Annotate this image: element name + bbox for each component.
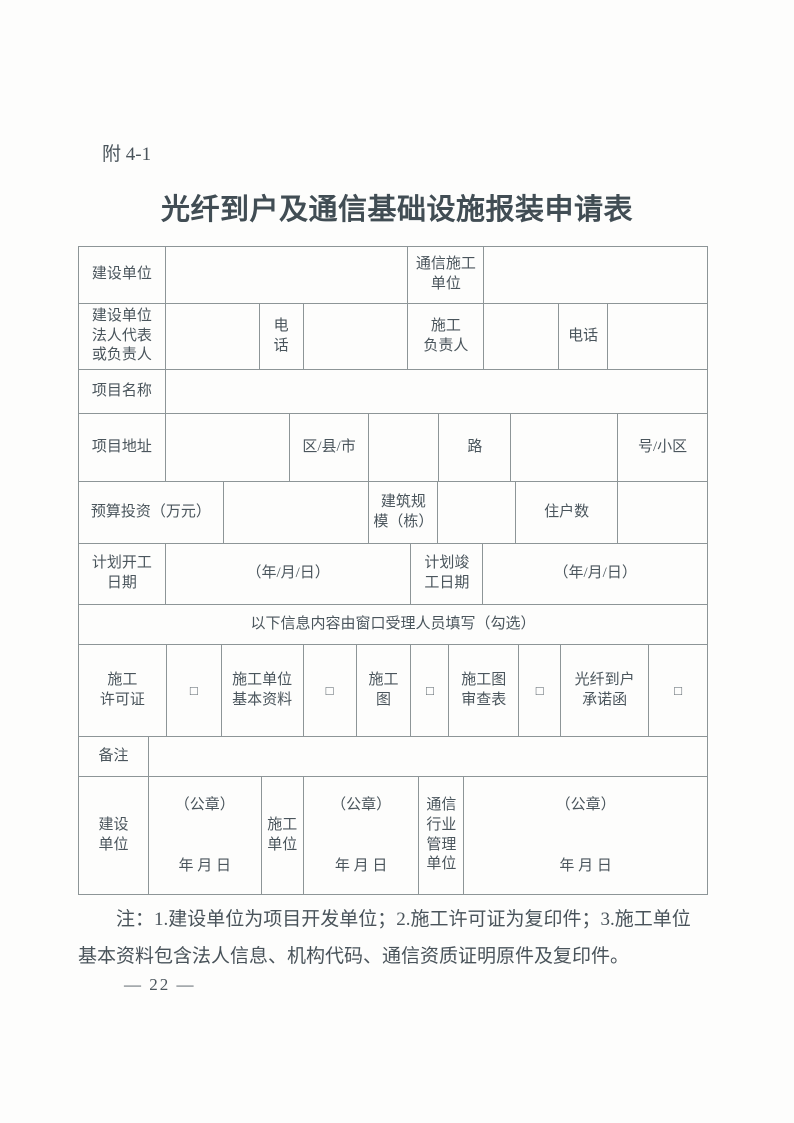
- blank-address-2: [368, 414, 438, 481]
- label-drawing-review-form: 施工图 审查表: [448, 645, 518, 736]
- seal-placeholder: （公章）: [555, 797, 616, 813]
- label-constructor-unit: 施工 单位: [260, 777, 303, 894]
- label-comm-admin-unit: 通信 行业 管理 单位: [418, 777, 463, 894]
- blank-budget: [222, 482, 369, 543]
- checkbox-ftth-commitment: □: [648, 645, 707, 736]
- label-estate: 号/小区: [617, 414, 707, 481]
- table-row-units: 建设单位 通信施工 单位: [79, 247, 707, 303]
- label-construction-drawing: 施工 图: [355, 645, 411, 736]
- label-building-scale: 建筑规 模（栋）: [368, 482, 437, 543]
- blank-phone-manager: [607, 304, 707, 369]
- label-project-address: 项目地址: [91, 438, 152, 455]
- label-road: 路: [438, 414, 510, 481]
- application-form-table: 建设单位 通信施工 单位 建设单位 法人代表 或负责人 电 话 施工 负责人 电…: [78, 246, 708, 895]
- label-construction-unit: 建设单位: [91, 266, 152, 283]
- table-row-budget: 预算投资（万元） 建筑规 模（栋） 住户数: [79, 481, 707, 543]
- blank-households: [617, 482, 707, 543]
- table-row-project-name: 项目名称: [79, 369, 707, 413]
- label-budget: 预算投资（万元）: [90, 503, 211, 520]
- start-date-format: （年/月/日）: [164, 544, 411, 604]
- attachment-label: 附 4-1: [102, 144, 152, 165]
- label-project-name: 项目名称: [91, 382, 152, 399]
- label-district: 区/县/市: [288, 414, 369, 481]
- label-unit-basic-info: 施工单位 基本资料: [220, 645, 303, 736]
- completion-date-format: （年/月/日）: [482, 544, 707, 604]
- date-line: 年 月 日: [178, 858, 232, 875]
- blank-legal-rep: [164, 304, 259, 369]
- date-line: 年 月 日: [334, 858, 388, 875]
- label-phone-builder: 电 话: [258, 304, 303, 369]
- blank-remarks: [147, 737, 707, 776]
- table-row-checklist: 施工 许可证 □ 施工单位 基本资料 □ 施工 图 □ 施工图 审查表 □ 光纤…: [79, 644, 707, 736]
- table-row-remarks: 备注: [79, 736, 707, 776]
- page-title: 光纤到户及通信基础设施报装申请表: [160, 194, 633, 226]
- page-number: — 22 —: [124, 975, 196, 994]
- label-planned-start: 计划开工 日期: [91, 555, 152, 591]
- blank-address-3: [510, 414, 617, 481]
- label-planned-completion: 计划竣 工日期: [410, 544, 482, 604]
- date-line: 年 月 日: [559, 858, 612, 875]
- blank-phone-builder: [302, 304, 408, 369]
- signature-area-builder: （公章） 年 月 日: [147, 777, 261, 894]
- table-row-contacts: 建设单位 法人代表 或负责人 电 话 施工 负责人 电话: [79, 303, 707, 369]
- label-households: 住户数: [515, 482, 617, 543]
- checkbox-construction-permit: □: [165, 645, 221, 736]
- label-phone-manager: 电话: [558, 304, 607, 369]
- label-comm-construction-unit: 通信施工 单位: [407, 247, 483, 303]
- blank-project-name: [164, 370, 707, 413]
- table-row-section-header: 以下信息内容由窗口受理人员填写（勾选）: [79, 604, 707, 644]
- checkbox-drawing-review-form: □: [518, 645, 560, 736]
- signature-area-comm-admin: （公章） 年 月 日: [463, 777, 707, 894]
- label-builder-unit: 建设 单位: [98, 816, 129, 853]
- checkbox-unit-basic-info: □: [302, 645, 356, 736]
- table-row-project-address: 项目地址 区/县/市 路 号/小区: [79, 413, 707, 481]
- blank-building-scale: [437, 482, 515, 543]
- blank-construction-unit: [164, 247, 408, 303]
- seal-placeholder: （公章）: [331, 797, 392, 813]
- label-remarks: 备注: [98, 747, 129, 764]
- label-construction-permit: 施工 许可证: [99, 671, 145, 708]
- seal-placeholder: （公章）: [174, 797, 235, 813]
- table-row-signatures: 建设 单位 （公章） 年 月 日 施工 单位 （公章） 年 月 日 通信 行业 …: [79, 776, 707, 894]
- blank-construction-manager: [483, 304, 558, 369]
- window-section-header: 以下信息内容由窗口受理人员填写（勾选）: [250, 615, 536, 632]
- table-row-dates: 计划开工 日期 （年/月/日） 计划竣 工日期 （年/月/日）: [79, 543, 707, 604]
- signature-area-constructor: （公章） 年 月 日: [302, 777, 419, 894]
- blank-comm-construction-unit: [483, 247, 707, 303]
- footnote: 注：1.建设单位为项目开发单位；2.施工许可证为复印件；3.施工单位 基本资料包…: [78, 909, 691, 967]
- label-ftth-commitment: 光纤到户 承诺函: [560, 645, 648, 736]
- checkbox-construction-drawing: □: [410, 645, 448, 736]
- label-legal-rep: 建设单位 法人代表 或负责人: [91, 307, 152, 364]
- label-construction-manager: 施工 负责人: [407, 304, 483, 369]
- blank-address-1: [164, 414, 289, 481]
